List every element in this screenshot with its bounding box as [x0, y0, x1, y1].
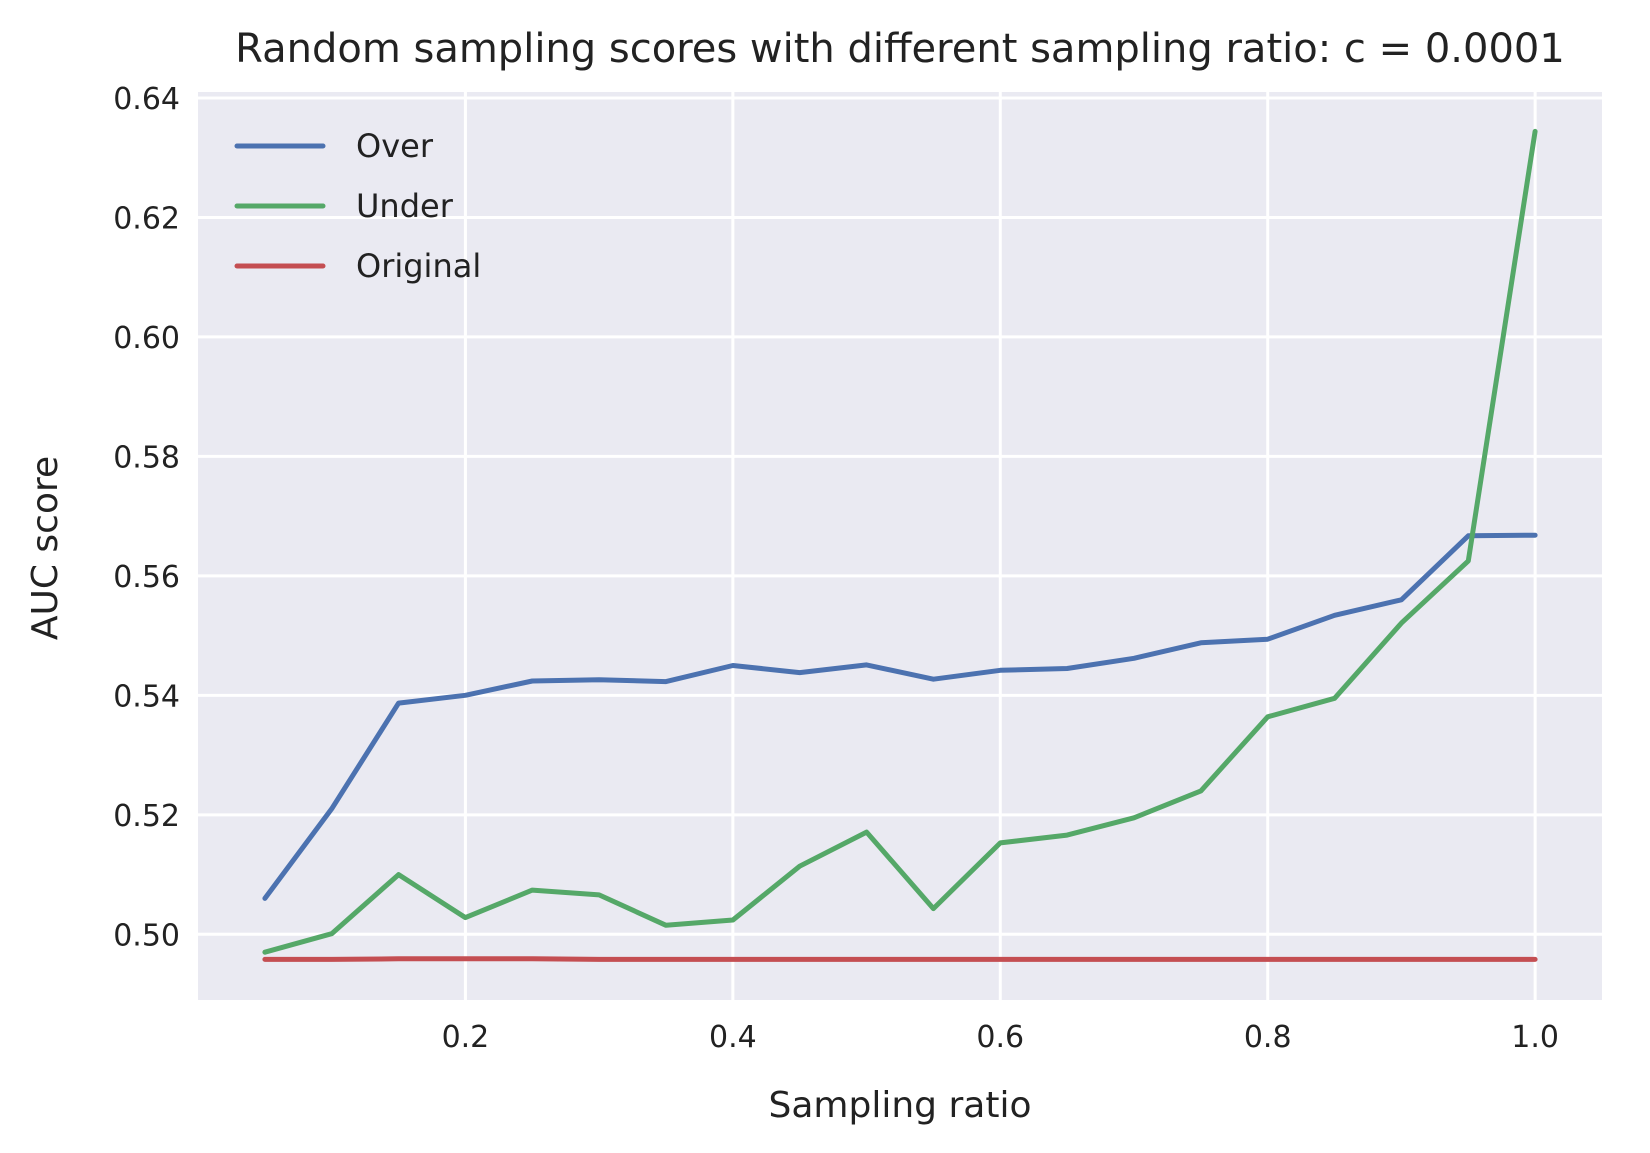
x-tick-label: 0.2 [442, 1020, 490, 1055]
y-tick-label: 0.58 [113, 440, 180, 475]
x-tick-label: 0.8 [1244, 1020, 1292, 1055]
legend: Over Under Original [234, 127, 481, 285]
x-tick-label: 1.0 [1511, 1020, 1559, 1055]
series-lines [262, 128, 1538, 962]
y-tick-label: 0.56 [113, 560, 180, 595]
series-line-under [262, 128, 1538, 955]
x-axis-label: Sampling ratio [769, 1085, 1032, 1126]
y-axis-label: AUC score [25, 456, 66, 640]
tick-labels: 0.2 0.4 0.6 0.8 1.0 0.50 0.52 0.54 0.56 0.58 0.60 0… [113, 82, 1559, 1055]
series-line-over [262, 532, 1538, 901]
series-line-original [262, 956, 1538, 962]
chart-title: Random sampling scores with different sa… [235, 26, 1565, 72]
y-tick-label: 0.62 [113, 201, 180, 236]
legend-label-over: Over [356, 127, 434, 165]
y-tick-label: 0.50 [113, 918, 180, 953]
grid [198, 92, 1602, 1000]
legend-label-original: Original [356, 247, 481, 285]
x-tick-label: 0.6 [976, 1020, 1024, 1055]
y-tick-label: 0.54 [113, 679, 180, 714]
x-tick-label: 0.4 [709, 1020, 757, 1055]
plot-area [198, 92, 1602, 1000]
legend-label-under: Under [356, 187, 454, 225]
y-tick-label: 0.60 [113, 321, 180, 356]
y-tick-label: 0.52 [113, 799, 180, 834]
y-tick-label: 0.64 [113, 82, 180, 117]
